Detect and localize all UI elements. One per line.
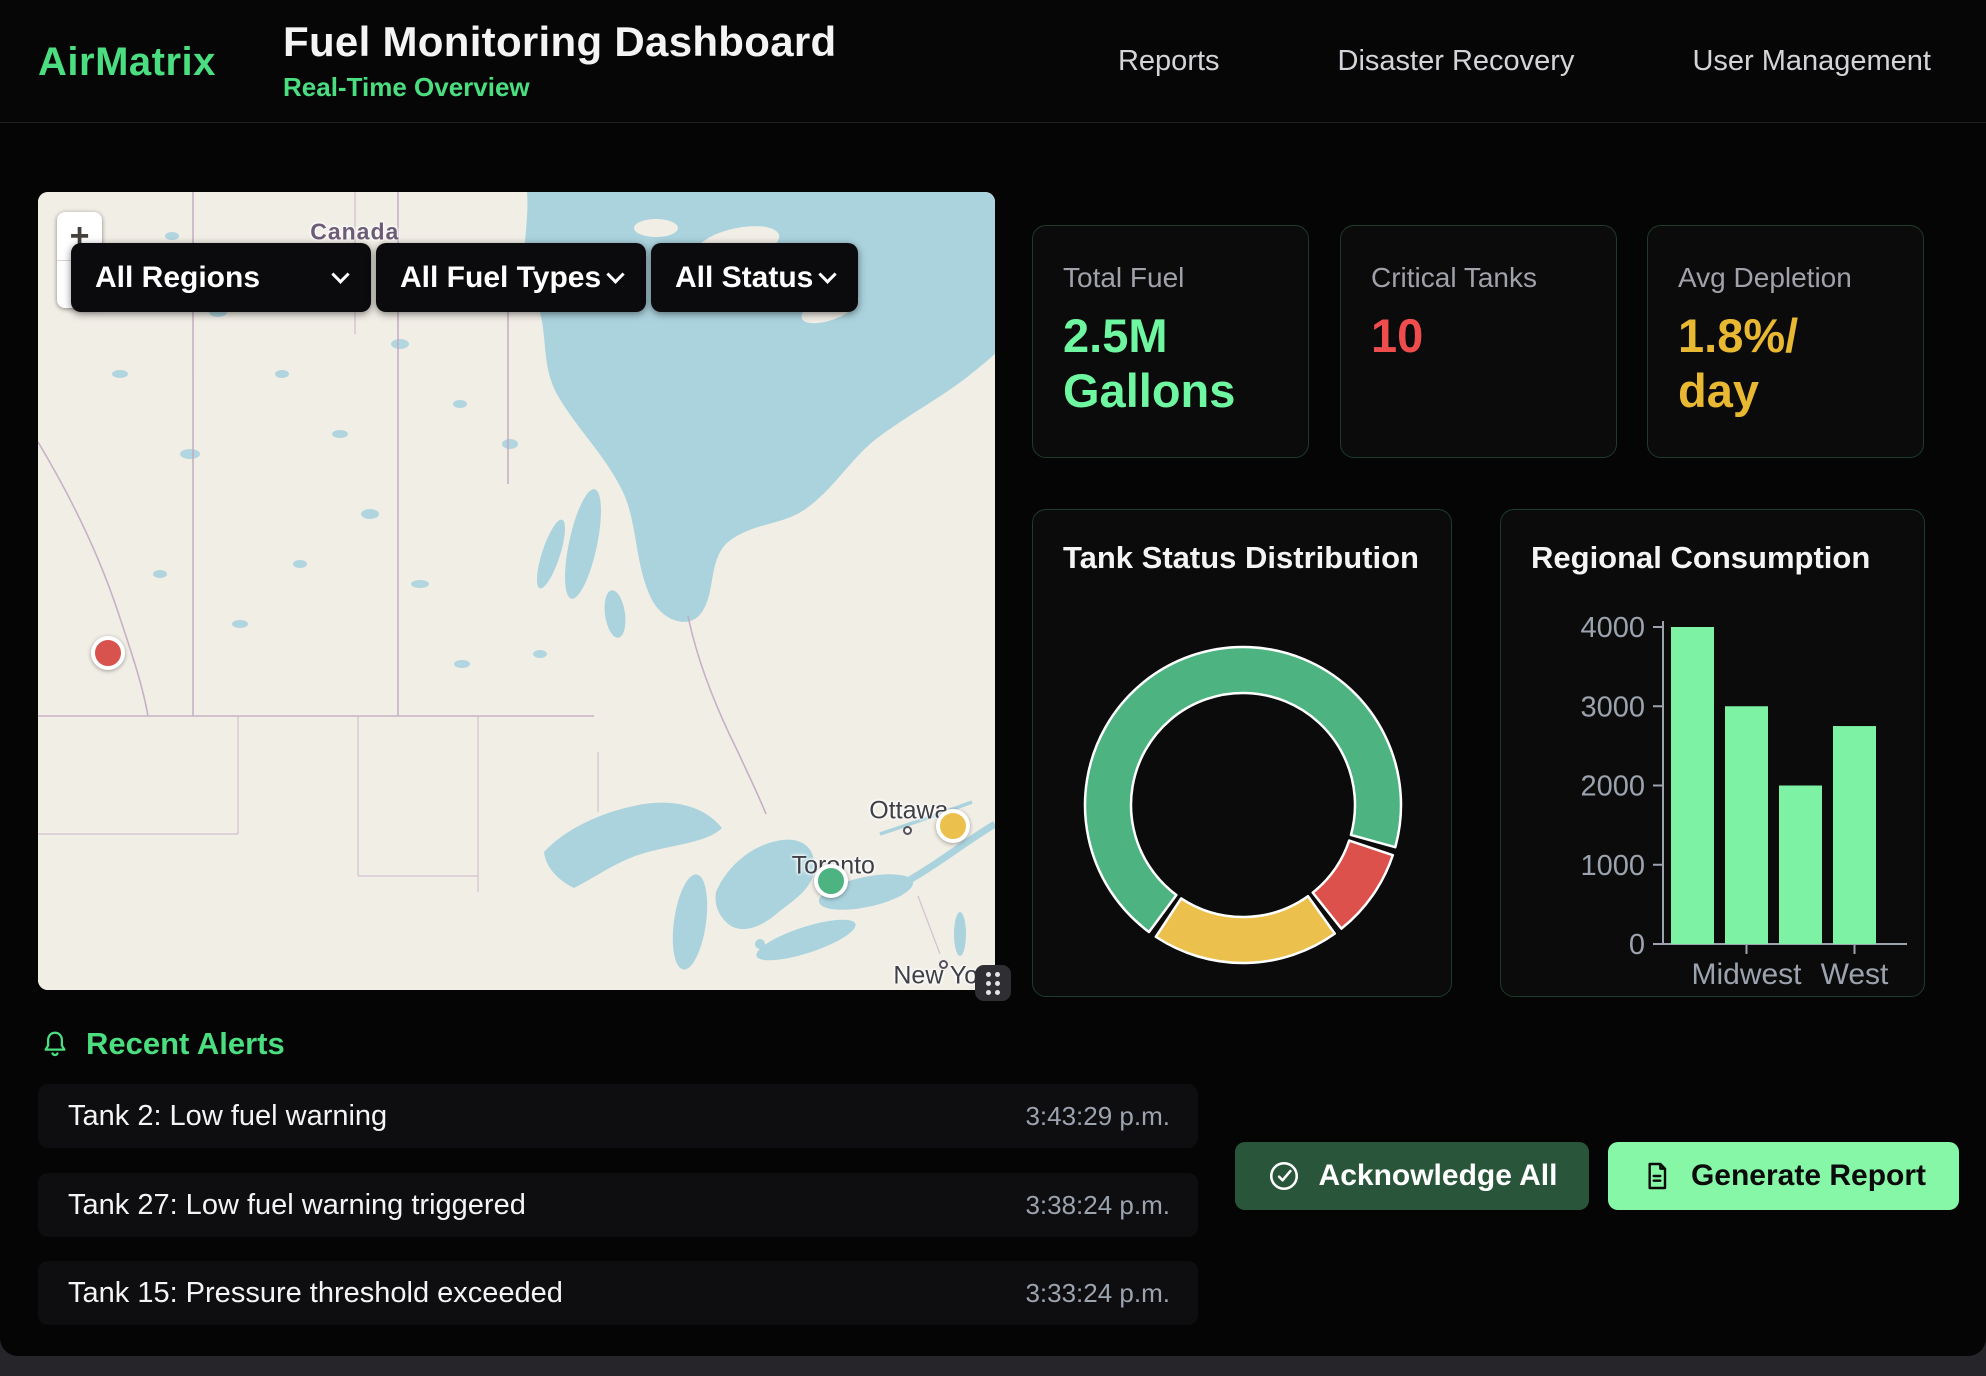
- ottawa-dot: [903, 825, 913, 835]
- generate-report-button[interactable]: Generate Report: [1608, 1142, 1959, 1210]
- city-label-ottawa: Ottawa: [869, 796, 949, 825]
- nav-user-management[interactable]: User Management: [1692, 45, 1931, 77]
- alert-row[interactable]: Tank 27: Low fuel warning triggered 3:38…: [38, 1173, 1198, 1237]
- chart-title: Tank Status Distribution: [1063, 540, 1419, 575]
- basemap: [38, 192, 995, 990]
- header: AirMatrix Fuel Monitoring Dashboard Real…: [0, 0, 1986, 123]
- fuel-type-filter-value: All Fuel Types: [400, 260, 602, 294]
- stat-label: Total Fuel: [1063, 262, 1185, 293]
- svg-text:Midwest: Midwest: [1691, 958, 1802, 991]
- alert-time: 3:43:29 p.m.: [1025, 1100, 1170, 1131]
- brand-logo: AirMatrix: [38, 40, 216, 84]
- alert-message: Tank 15: Pressure threshold exceeded: [68, 1276, 563, 1309]
- stat-card-avg-depletion: Avg Depletion 1.8%/ day: [1647, 225, 1924, 458]
- tank-marker-warning[interactable]: [935, 808, 970, 843]
- stat-label: Critical Tanks: [1371, 262, 1537, 293]
- resize-grip-handle[interactable]: [975, 965, 1011, 1001]
- stat-label: Avg Depletion: [1678, 262, 1852, 293]
- svg-text:3000: 3000: [1580, 691, 1645, 723]
- bar-chart: 0 1000 2000 3000 4000 Midwest West: [1580, 612, 1907, 991]
- svg-text:0: 0: [1629, 929, 1645, 961]
- bell-icon: [44, 1031, 66, 1057]
- alert-row[interactable]: Tank 2: Low fuel warning 3:43:29 p.m.: [38, 1084, 1198, 1148]
- alerts-heading-label: Recent Alerts: [86, 1026, 285, 1061]
- map-filters: All Regions All Fuel Types All Status: [71, 243, 858, 312]
- alert-message: Tank 27: Low fuel warning triggered: [68, 1188, 526, 1221]
- page-title: Fuel Monitoring Dashboard: [283, 18, 837, 65]
- main-nav: Reports Disaster Recovery User Managemen…: [1118, 0, 1931, 123]
- fuel-type-filter-select[interactable]: All Fuel Types: [376, 243, 646, 312]
- chart-title: Regional Consumption: [1531, 540, 1871, 575]
- acknowledge-all-label: Acknowledge All: [1318, 1159, 1558, 1192]
- status-filter-value: All Status: [675, 260, 814, 294]
- page-subtitle: Real-Time Overview: [283, 72, 530, 102]
- alerts-heading: Recent Alerts: [40, 1026, 285, 1062]
- stat-card-total-fuel: Total Fuel 2.5M Gallons: [1032, 225, 1309, 458]
- region-filter-select[interactable]: All Regions: [71, 243, 371, 312]
- tank-status-card: Tank Status Distribution: [1032, 509, 1452, 997]
- chevron-down-icon: [606, 265, 625, 284]
- stat-card-critical-tanks: Critical Tanks 10: [1340, 225, 1617, 458]
- title-block: Fuel Monitoring Dashboard Real-Time Over…: [283, 18, 836, 103]
- status-filter-select[interactable]: All Status: [651, 243, 858, 312]
- country-label: Canada: [310, 218, 400, 245]
- alert-time: 3:38:24 p.m.: [1025, 1189, 1170, 1220]
- tank-marker-normal[interactable]: [814, 863, 849, 898]
- alert-message: Tank 2: Low fuel warning: [68, 1099, 388, 1132]
- donut-chart: [1083, 645, 1403, 965]
- alert-time: 3:33:24 p.m.: [1025, 1277, 1170, 1308]
- check-circle-icon: [1269, 1161, 1298, 1191]
- svg-text:West: West: [1821, 958, 1889, 991]
- alert-row[interactable]: Tank 15: Pressure threshold exceeded 3:3…: [38, 1261, 1198, 1325]
- document-icon: [1648, 1162, 1667, 1190]
- svg-text:1000: 1000: [1580, 850, 1645, 882]
- stat-value: 2.5M Gallons: [1063, 309, 1236, 418]
- new-york-dot: [939, 959, 949, 969]
- svg-text:4000: 4000: [1580, 612, 1645, 644]
- stat-value: 10: [1371, 309, 1424, 362]
- nav-reports[interactable]: Reports: [1117, 45, 1220, 77]
- chevron-down-icon: [331, 265, 350, 284]
- tank-marker-critical[interactable]: [90, 636, 125, 671]
- chevron-down-icon: [818, 265, 837, 284]
- regional-consumption-card: Regional Consumption 0 1000 2000 3000 4000 Mi…: [1500, 509, 1925, 997]
- map-panel[interactable]: Canada Ottawa Toronto New York + − All R…: [38, 192, 995, 990]
- nav-disaster-recovery[interactable]: Disaster Recovery: [1337, 45, 1575, 77]
- stat-value: 1.8%/ day: [1678, 309, 1799, 418]
- svg-text:2000: 2000: [1580, 771, 1645, 803]
- region-filter-value: All Regions: [95, 260, 261, 294]
- acknowledge-all-button[interactable]: Acknowledge All: [1235, 1142, 1589, 1210]
- generate-report-label: Generate Report: [1690, 1159, 1927, 1192]
